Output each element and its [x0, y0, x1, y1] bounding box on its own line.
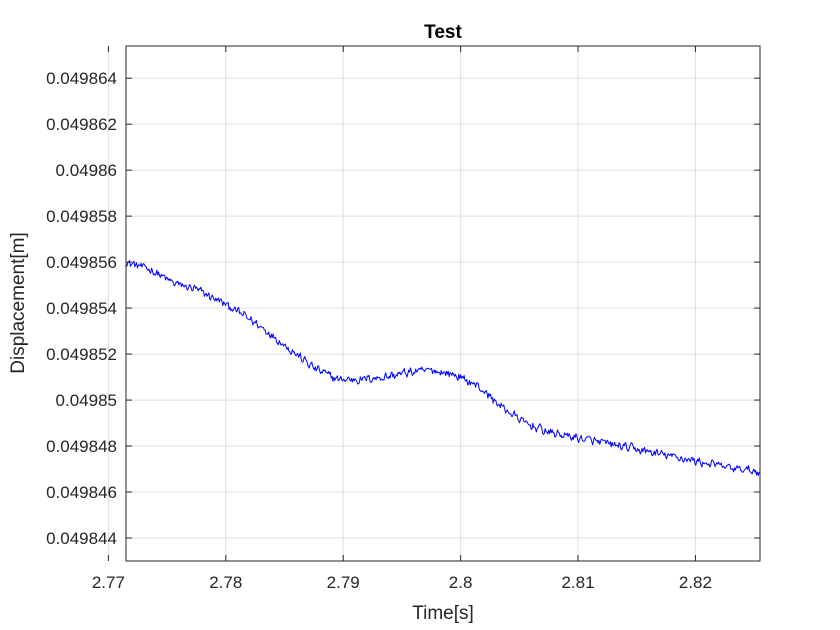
y-tick-label: 0.04986	[56, 161, 117, 180]
x-tick-label: 2.8	[449, 573, 473, 592]
series-layer	[125, 260, 761, 477]
grid	[107, 46, 760, 561]
y-tick-label: 0.049858	[46, 207, 117, 226]
tick-marks	[107, 46, 760, 561]
y-tick-label: 0.049854	[46, 299, 117, 318]
x-axis-label: Time[s]	[412, 603, 474, 624]
axes-box	[125, 45, 761, 562]
x-tick-labels: 2.77 2.78 2.79 2.8 2.81 2.82	[92, 573, 712, 592]
y-tick-label: 0.049848	[46, 437, 117, 456]
y-tick-label: 0.049862	[46, 115, 117, 134]
plot-area	[126, 46, 760, 561]
y-tick-label: 0.04985	[56, 391, 117, 410]
y-tick-label: 0.049856	[46, 253, 117, 272]
y-tick-label: 0.049846	[46, 483, 117, 502]
x-tick-label: 2.82	[679, 573, 712, 592]
chart-title: Test	[424, 22, 462, 43]
x-tick-label: 2.77	[92, 573, 125, 592]
series-line-0	[125, 260, 761, 477]
y-tick-labels: 0.049844 0.049846 0.049848 0.04985 0.049852 0…	[46, 69, 117, 548]
y-tick-label: 0.049864	[46, 69, 117, 88]
x-tick-label: 2.78	[209, 573, 242, 592]
x-tick-label: 2.81	[561, 573, 594, 592]
x-tick-label: 2.79	[327, 573, 360, 592]
y-tick-label: 0.049844	[46, 529, 117, 548]
y-tick-label: 0.049852	[46, 345, 117, 364]
y-axis-label: Displacement[m]	[8, 232, 29, 374]
